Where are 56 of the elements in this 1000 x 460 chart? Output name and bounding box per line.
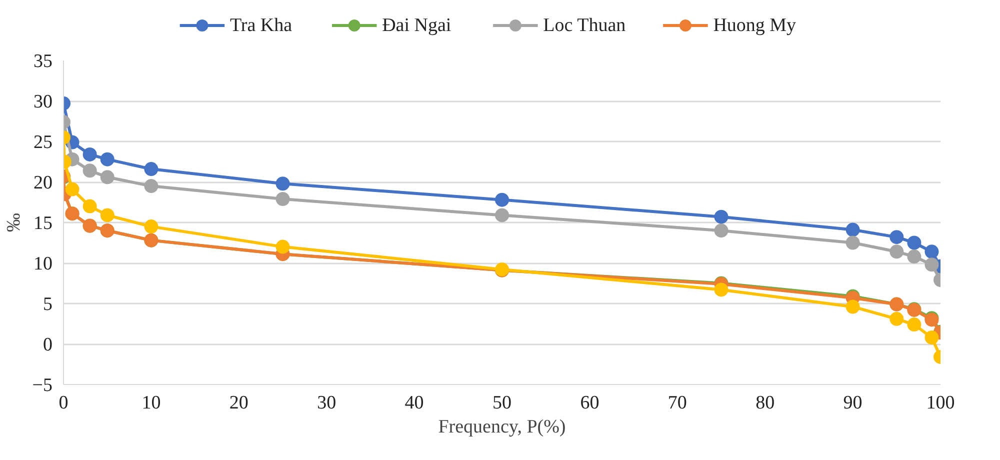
y-axis-title: ‰ — [3, 213, 24, 232]
y-tick-label: 25 — [34, 132, 52, 153]
x-tick-label: 60 — [580, 392, 600, 414]
point — [846, 222, 860, 237]
point — [144, 220, 158, 234]
point — [714, 282, 728, 297]
point — [907, 236, 922, 250]
y-tick-label: 15 — [34, 213, 52, 234]
point — [82, 164, 97, 178]
legend-label: Đai Ngai — [382, 15, 452, 36]
point — [82, 199, 97, 214]
x-tick-label: 90 — [843, 392, 862, 414]
point — [924, 330, 939, 345]
point — [82, 147, 97, 162]
x-tick-label: 100 — [926, 392, 955, 414]
x-tick-label: 80 — [756, 392, 775, 414]
point — [100, 170, 114, 184]
x-tick-label: 10 — [142, 392, 161, 414]
point — [276, 192, 290, 206]
point — [714, 224, 728, 238]
x-tick-label: 30 — [317, 392, 336, 414]
y-tick-label: 30 — [34, 92, 52, 112]
legend-label: Loc Thuan — [543, 15, 626, 36]
y-tick-label: 20 — [34, 172, 52, 194]
x-tick-label: 0 — [58, 392, 68, 414]
point — [65, 182, 80, 196]
point — [846, 236, 860, 250]
point — [846, 300, 860, 314]
x-tick-label: 50 — [492, 392, 512, 414]
point — [890, 230, 904, 244]
point — [924, 244, 939, 259]
y-tick-label: 35 — [34, 51, 52, 72]
y-tick-label: 10 — [34, 254, 52, 274]
y-tick-label: 0 — [43, 334, 52, 356]
x-axis-title: Frequency, P(%) — [438, 416, 566, 438]
point — [144, 179, 158, 194]
point — [100, 208, 114, 222]
point — [495, 192, 509, 207]
x-tick-label: 70 — [668, 392, 687, 414]
y-tick-label: −5 — [32, 375, 53, 396]
point — [144, 162, 158, 176]
legend-label: Huong My — [713, 15, 797, 36]
y-tick-label: 5 — [43, 294, 52, 315]
point — [924, 258, 939, 272]
point — [890, 244, 904, 259]
legend-label: Tra Kha — [230, 15, 293, 36]
x-tick-label: 40 — [404, 392, 424, 414]
point — [276, 176, 290, 191]
point — [890, 312, 904, 326]
point — [907, 318, 922, 332]
point — [276, 240, 290, 254]
x-tick-label: 20 — [229, 392, 248, 414]
point — [495, 208, 509, 222]
point — [907, 250, 922, 264]
point — [714, 210, 728, 224]
point — [100, 152, 114, 166]
